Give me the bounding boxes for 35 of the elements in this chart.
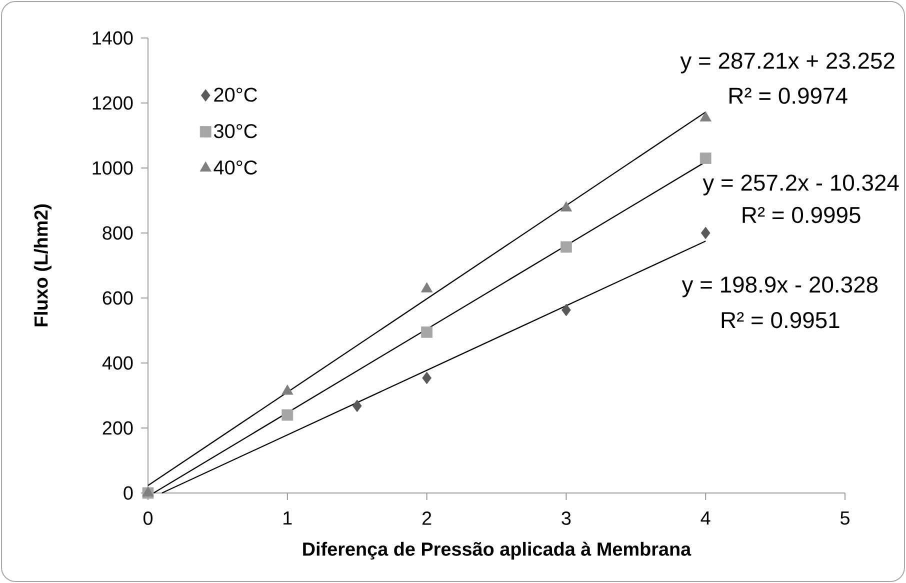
y-tick-label: 600	[102, 291, 133, 305]
y-axis-title: Fluxo (L/hm2)	[34, 204, 52, 326]
annotation: R² = 0.9974	[730, 88, 848, 104]
x-tick-label: 2	[422, 512, 432, 525]
y-tick-label: 800	[102, 226, 133, 240]
y-tick-label: 1200	[92, 96, 133, 110]
point	[422, 372, 432, 384]
point	[560, 241, 572, 253]
point	[700, 226, 710, 240]
legend-label: 30°C	[214, 124, 257, 138]
x-tick-label: 0	[143, 512, 153, 525]
annotation: y = 287.21x + 23.252	[680, 52, 894, 74]
y-tick-label: 1000	[92, 161, 133, 175]
point	[562, 304, 571, 316]
point	[142, 486, 154, 496]
y-tick-label: 200	[102, 421, 133, 435]
annotation: R² = 0.9951	[722, 312, 840, 328]
annotation: R² = 0.9995	[742, 206, 860, 224]
point	[700, 152, 712, 164]
x-tick-label: 3	[562, 512, 571, 525]
y-tick-label: 0	[124, 486, 133, 500]
annotation: y = 257.2x - 10.324	[702, 174, 899, 196]
point	[282, 409, 294, 421]
point	[421, 326, 432, 338]
y-tick-label: 1400	[92, 31, 133, 45]
x-tick-label: 4	[700, 512, 710, 525]
y-tick-label: 400	[102, 356, 133, 370]
x-tick-label: 1	[284, 512, 292, 525]
x-axis-title: Diferença de Pressão aplicada à Membrana	[303, 542, 692, 560]
point	[352, 400, 362, 412]
point	[282, 384, 294, 395]
legend-label: 20°C	[214, 88, 257, 102]
annotation: y = 198.9x - 20.328	[682, 276, 878, 298]
legend-label: 40°C	[214, 160, 257, 175]
x-tick-label: 5	[840, 512, 850, 525]
